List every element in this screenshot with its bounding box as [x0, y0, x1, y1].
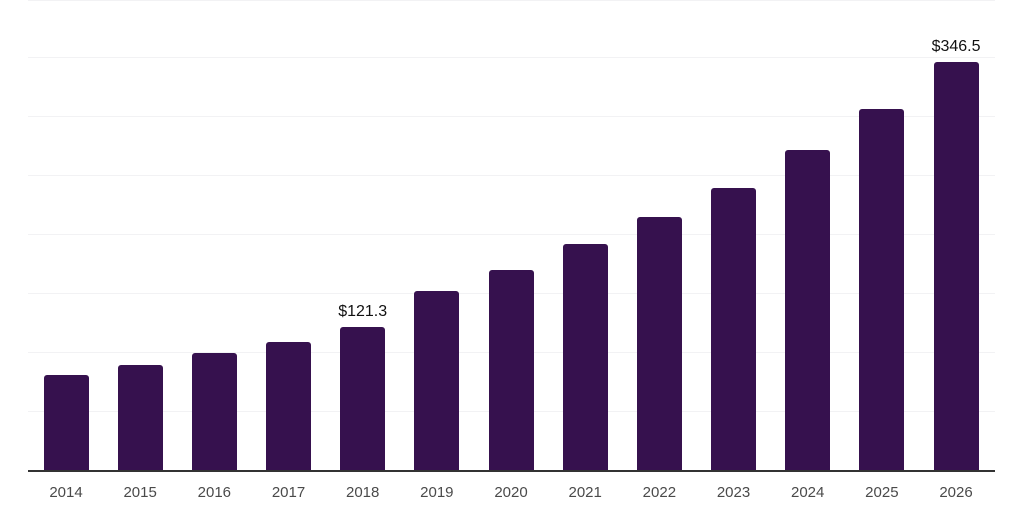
x-tick-label-2018: 2018	[345, 484, 380, 501]
bar-value-label-2026: $346.5	[931, 38, 981, 55]
bar-value-label-2018: $121.3	[338, 303, 388, 320]
x-tick-label-2017: 2017	[271, 484, 306, 501]
bar-2019	[414, 291, 459, 470]
x-tick-label-2024: 2024	[791, 484, 825, 501]
x-tick-label-2023: 2023	[716, 484, 751, 501]
x-tick-label-2020: 2020	[494, 484, 528, 501]
x-tick-label-2021: 2021	[568, 484, 602, 501]
x-tick-label-2019: 2019	[420, 484, 454, 501]
bar-2018	[340, 327, 385, 470]
bar-2023	[711, 188, 756, 470]
bar-2016	[192, 353, 237, 470]
bar-2021	[563, 244, 608, 470]
x-tick-label-2014: 2014	[49, 484, 83, 501]
x-axis-line	[28, 470, 995, 472]
gridline-400	[28, 0, 995, 1]
gridline-200	[28, 234, 995, 235]
bar-2026	[934, 62, 979, 470]
gridline-300	[28, 116, 995, 117]
x-tick-label-2025: 2025	[865, 484, 899, 501]
bar-2017	[266, 342, 311, 470]
x-tick-label-2026: 2026	[939, 484, 973, 501]
gridline-350	[28, 57, 995, 58]
bar-2015	[118, 365, 163, 470]
bar-2014	[44, 375, 89, 470]
gridline-250	[28, 175, 995, 176]
bar-2024	[785, 150, 830, 470]
x-tick-label-2015: 2015	[123, 484, 157, 501]
bar-2025	[859, 109, 904, 470]
bar-2022	[637, 217, 682, 470]
x-tick-label-2022: 2022	[642, 484, 677, 501]
bar-2020	[489, 270, 534, 470]
x-tick-label-2016: 2016	[197, 484, 232, 501]
plot-area: $121.3 $346.5	[28, 0, 995, 470]
x-axis-labels: 2014 2015 2016 2017 2018 2019 2020 2021 2022 2023…	[28, 485, 995, 503]
